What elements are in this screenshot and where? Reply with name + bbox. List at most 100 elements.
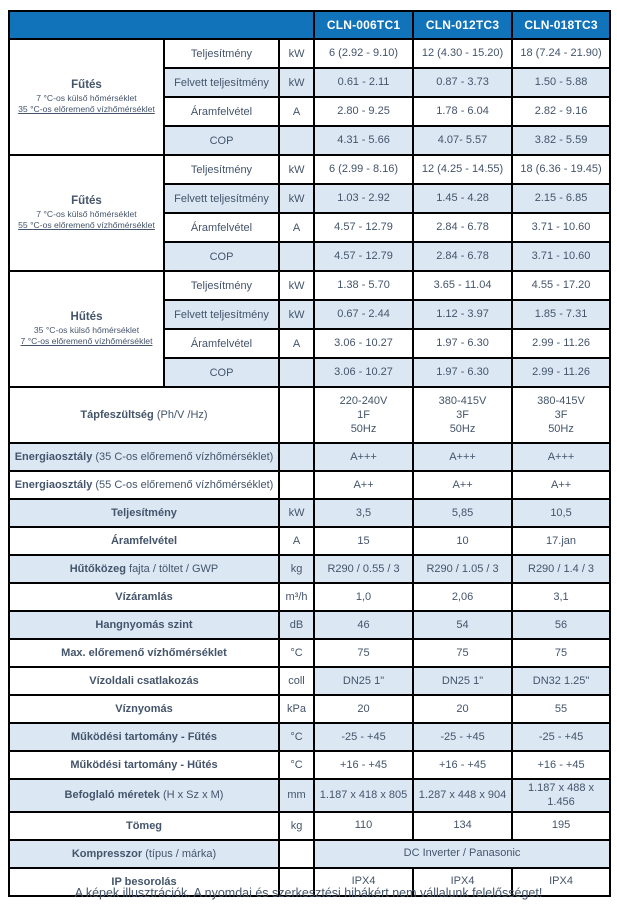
table-row: Áramfelvétel A 15 10 17.jan — [8, 526, 612, 556]
section-subtitle: 35 °C-os külső hőmérséklet — [33, 324, 140, 335]
unit-cell: A — [277, 526, 316, 556]
value-cell: 1.97 - 6.30 — [412, 328, 514, 359]
unit-cell: kW — [277, 154, 316, 185]
spec-label-note: (35 C-os előremenő vízhőmérséklet) — [92, 451, 274, 463]
spec-label-bold: Hangnyomás szint — [95, 619, 193, 631]
value-cell: 56 — [511, 610, 612, 640]
spec-label-bold: Max. előremenő vízhőmérséklet — [61, 647, 227, 659]
value-cell: 1.187 x 488 x 1.456 — [511, 778, 612, 813]
value-cell: 3.82 - 5.59 — [511, 125, 612, 156]
value-cell: +16 - +45 — [412, 750, 514, 780]
value-cell: 134 — [412, 810, 514, 841]
value-cell: 1,0 — [313, 582, 415, 612]
spec-label: Vízoldali csatlakozás — [8, 666, 280, 696]
value-cell: A++ — [511, 470, 612, 500]
spec-label-note: (típus / márka) — [142, 847, 217, 860]
section-label: Hűtés 35 °C-os külső hőmérséklet 7 °C-os e… — [8, 270, 165, 388]
table-row: Energiaosztály (55 C-os előremenő vízhőm… — [8, 470, 612, 500]
metric-label: COP — [163, 125, 280, 156]
spec-label: Teljesítmény — [8, 498, 280, 528]
spec-label-bold: Hűtőközeg — [69, 563, 126, 575]
value-cell: 220-240V 1F 50Hz — [313, 386, 415, 444]
value-cell: 1.12 - 3.97 — [412, 299, 514, 330]
metric-label: Áramfelvétel — [163, 212, 280, 243]
spec-label: Energiaosztály (35 C-os előremenő vízhőm… — [8, 442, 280, 472]
heat-pump-spec-table: CLN-006TC1 CLN-012TC3 CLN-018TC3 Fűtés 7 °C-… — [7, 10, 612, 897]
value-cell: 1.78 - 6.04 — [412, 96, 514, 127]
value-cell: A++ — [313, 470, 415, 500]
spec-label: Működési tartomány - Fűtés — [8, 722, 280, 752]
metric-label: COP — [163, 241, 280, 272]
value-cell: IPX4 — [511, 866, 612, 897]
value-cell: -25 - +45 — [412, 722, 514, 752]
spec-label-bold: IP besorolás — [111, 875, 177, 888]
value-cell: IPX4 — [313, 866, 415, 897]
value-cell: 18 (6.36 - 19.45) — [511, 154, 612, 185]
table-row: Hűtés 35 °C-os külső hőmérséklet 7 °C-os e… — [8, 270, 612, 388]
table-row: Befoglaló méretek (H x Sz x M) mm 1.187 x … — [8, 778, 612, 813]
table-row: Kompresszor (típus / márka) DC Inverter /… — [8, 838, 612, 869]
table-row: Felvett teljesítmény kW 0.61 - 2.11 0.87 - … — [9, 67, 612, 98]
spec-label-note: (55 C-os előremenő vízhőmérséklet) — [92, 479, 274, 491]
spec-label-note: fajta / töltet / GWP — [125, 563, 219, 575]
spec-label-bold: Vízoldali csatlakozás — [89, 675, 199, 687]
table-row: IP besorolás IPX4 IPX4 IPX4 — [8, 866, 612, 897]
spec-label-bold: Működési tartomány - Fűtés — [70, 731, 218, 743]
value-cell: 10,5 — [511, 498, 612, 528]
spec-table-container: CLN-006TC1 CLN-012TC3 CLN-018TC3 Fűtés 7 °C-… — [7, 10, 612, 897]
model-header: CLN-012TC3 — [412, 10, 514, 40]
unit-cell: kW — [277, 270, 316, 301]
value-cell: 3.65 - 11.04 — [412, 270, 514, 301]
table-row: Max. előremenő vízhőmérséklet °C 75 75 75 — [8, 638, 612, 668]
value-cell: 3.06 - 10.27 — [313, 357, 415, 388]
metric-label: Teljesítmény — [163, 154, 280, 185]
table-row: Tömeg kg 110 134 195 — [8, 810, 612, 841]
value-cell: 6 (2.92 - 9.10) — [313, 38, 415, 69]
metric-label: Felvett teljesítmény — [163, 299, 280, 330]
value-cell: 1.50 - 5.88 — [511, 67, 612, 98]
spec-label: Energiaosztály (55 C-os előremenő vízhőm… — [8, 470, 280, 500]
spec-label: Hangnyomás szint — [8, 610, 280, 640]
section-subtitle: 55 °C-os előremenő vízhőmérséklet — [18, 220, 155, 230]
spec-label-bold: Víznyomás — [115, 703, 173, 715]
unit-cell: m³/h — [277, 582, 316, 612]
value-cell: 75 — [412, 638, 514, 668]
model-header: CLN-006TC1 — [313, 10, 415, 40]
value-cell: A+++ — [313, 442, 415, 472]
table-row: Áramfelvétel A 2.80 - 9.25 1.78 - 6.04 2.82 … — [9, 96, 612, 127]
value-cell: 4.57 - 12.79 — [313, 241, 415, 272]
value-cell: 1.85 - 7.31 — [511, 299, 612, 330]
value-cell: 3,1 — [511, 582, 612, 612]
value-cell: 1.03 - 2.92 — [313, 183, 415, 214]
unit-cell — [277, 866, 316, 897]
value-cell: 5,85 — [412, 498, 514, 528]
value-cell: 12 (4.25 - 14.55) — [412, 154, 514, 185]
metric-label: Felvett teljesítmény — [163, 67, 280, 98]
section-label: Fűtés 7 °C-os külső hőmérséklet 35 °C-os e… — [8, 38, 165, 156]
spec-label-note: (Ph/V /Hz) — [153, 409, 208, 421]
unit-cell: kW — [277, 183, 316, 214]
spec-label-bold: Energiaosztály — [14, 479, 93, 491]
spec-label-bold: Kompresszor — [71, 847, 143, 860]
value-cell: 3.71 - 10.60 — [511, 241, 612, 272]
section-subtitle: 7 °C-os külső hőmérséklet — [36, 208, 137, 219]
section-subtitle: 35 °C-os előremenő vízhőmérséklet — [18, 104, 155, 114]
unit-cell: °C — [277, 750, 316, 780]
table-row: Fűtés 7 °C-os külső hőmérséklet 55 °C-os e… — [8, 154, 612, 272]
value-cell: 4.07- 5.57 — [412, 125, 514, 156]
section-title: Hűtés — [70, 310, 103, 323]
section-title: Fűtés — [71, 78, 102, 91]
value-cell: A+++ — [412, 442, 514, 472]
value-cell: 3.71 - 10.60 — [511, 212, 612, 243]
spec-label: Hűtőközeg fajta / töltet / GWP — [8, 554, 280, 584]
value-cell: DN25 1" — [412, 666, 514, 696]
value-cell: 2.82 - 9.16 — [511, 96, 612, 127]
value-cell: 46 — [313, 610, 415, 640]
metric-label: Felvett teljesítmény — [163, 183, 280, 214]
section-label: Fűtés 7 °C-os külső hőmérséklet 55 °C-os e… — [8, 154, 165, 272]
disclaimer-text: A képek illusztrációk. A nyomdai és szer… — [74, 886, 543, 900]
value-cell: 2,06 — [412, 582, 514, 612]
value-cell: 0.61 - 2.11 — [313, 67, 415, 98]
value-cell: 4.57 - 12.79 — [313, 212, 415, 243]
